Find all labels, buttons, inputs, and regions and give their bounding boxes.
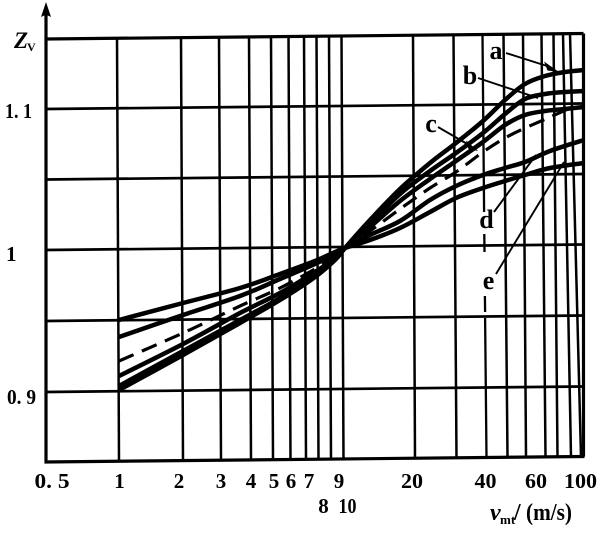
svg-text:8: 8 [318, 494, 329, 518]
svg-text:60: 60 [525, 469, 547, 493]
svg-text:9: 9 [334, 469, 345, 493]
svg-text:d: d [479, 205, 494, 234]
svg-text:20: 20 [401, 469, 423, 493]
svg-text:b: b [463, 61, 477, 90]
svg-text:100: 100 [564, 469, 597, 493]
svg-text:1: 1 [6, 242, 17, 266]
svg-text:7: 7 [304, 469, 315, 493]
svg-text:c: c [425, 109, 437, 138]
svg-text:Z: Z [13, 28, 28, 53]
svg-text:1: 1 [114, 469, 125, 493]
svg-text:3: 3 [216, 469, 227, 493]
svg-text:e: e [483, 266, 495, 295]
svg-text:4: 4 [246, 469, 257, 493]
svg-text:6: 6 [286, 469, 297, 493]
svg-text:40: 40 [475, 469, 497, 493]
svg-text:(m/s): (m/s) [526, 500, 572, 526]
svg-text:0. 5: 0. 5 [35, 469, 70, 493]
svg-text:2: 2 [174, 469, 185, 493]
svg-text:10: 10 [339, 494, 357, 518]
svg-text:1. 1: 1. 1 [5, 99, 32, 123]
svg-text:/: / [513, 500, 521, 526]
svg-text:5: 5 [269, 469, 280, 493]
svg-text:0. 9: 0. 9 [7, 385, 36, 409]
svg-text:V: V [27, 40, 36, 54]
svg-text:a: a [490, 36, 503, 65]
